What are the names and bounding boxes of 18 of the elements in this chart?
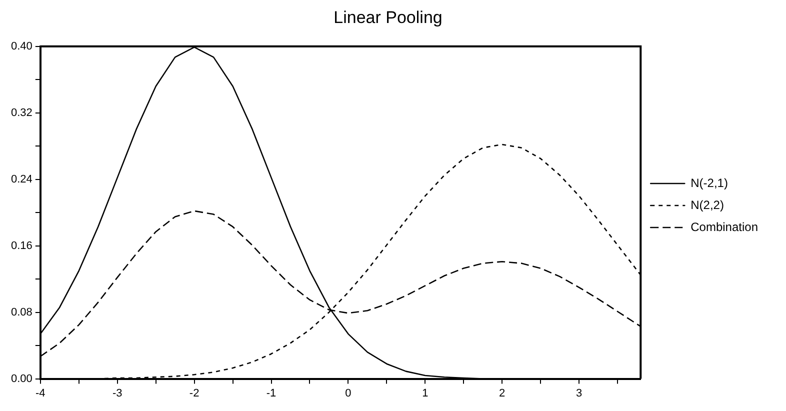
x-tick-label: 3 [576, 387, 582, 400]
legend-label: N(2,2) [690, 198, 724, 212]
y-tick-label: 0.40 [10, 40, 32, 52]
y-tick-label: 0.16 [10, 240, 32, 252]
x-tick-label: 1 [422, 387, 428, 400]
x-tick-label: 2 [499, 387, 506, 400]
legend-label: N(-2,1) [690, 176, 728, 190]
legend-label: Combination [690, 220, 758, 234]
x-tick-label: -1 [266, 387, 276, 400]
y-tick-label: 0.08 [10, 306, 32, 318]
x-tick-label: -4 [36, 387, 46, 400]
chart-title: Linear Pooling [334, 8, 442, 27]
y-tick-label: 0.24 [10, 173, 32, 186]
x-tick-label: 0 [345, 387, 352, 400]
y-tick-label: 0.00 [10, 372, 32, 385]
x-tick-label: -2 [189, 387, 200, 400]
x-tick-label: -3 [112, 387, 122, 400]
y-tick-label: 0.32 [10, 106, 32, 119]
